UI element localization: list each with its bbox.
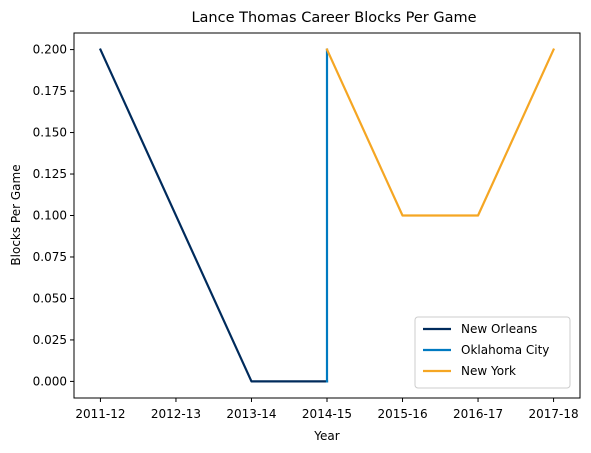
plot-area: 2011-12 2012-13 2013-14 2014-15 2015-16 2016-… [33, 32, 581, 421]
y-axis-label: Blocks Per Game [9, 164, 23, 265]
chart-title: Lance Thomas Career Blocks Per Game [191, 10, 476, 26]
x-tick-label: 2016-17 [453, 407, 503, 421]
y-tick-label: 0.025 [33, 333, 67, 347]
series-line-2 [325, 48, 556, 217]
y-tick-label: 0.175 [33, 84, 67, 98]
x-tick-label: 2014-15 [302, 407, 352, 421]
legend-box [414, 316, 571, 389]
x-axis-label: Year [313, 429, 339, 443]
x-tick-label: 2015-16 [377, 407, 427, 421]
y-tick-label: 0.150 [33, 126, 67, 140]
legend-label: New Orleans [461, 322, 537, 336]
y-tick-label: 0.075 [33, 250, 67, 264]
y-tick-label: 0.000 [33, 374, 67, 388]
x-tick-label: 2017-18 [528, 407, 578, 421]
series-line-0 [98, 48, 329, 383]
x-tick-label: 2012-13 [151, 407, 201, 421]
x-tick-label: 2011-12 [75, 407, 125, 421]
legend-label: New York [461, 364, 516, 378]
y-tick-label: 0.050 [33, 291, 67, 305]
x-tick-label: 2013-14 [226, 407, 276, 421]
y-tick-label: 0.100 [33, 209, 67, 223]
y-tick-label: 0.200 [33, 43, 67, 57]
y-tick-label: 0.125 [33, 167, 67, 181]
legend-label: Oklahoma City [461, 343, 549, 357]
legend: New Orleans Oklahoma City New York [414, 316, 571, 389]
